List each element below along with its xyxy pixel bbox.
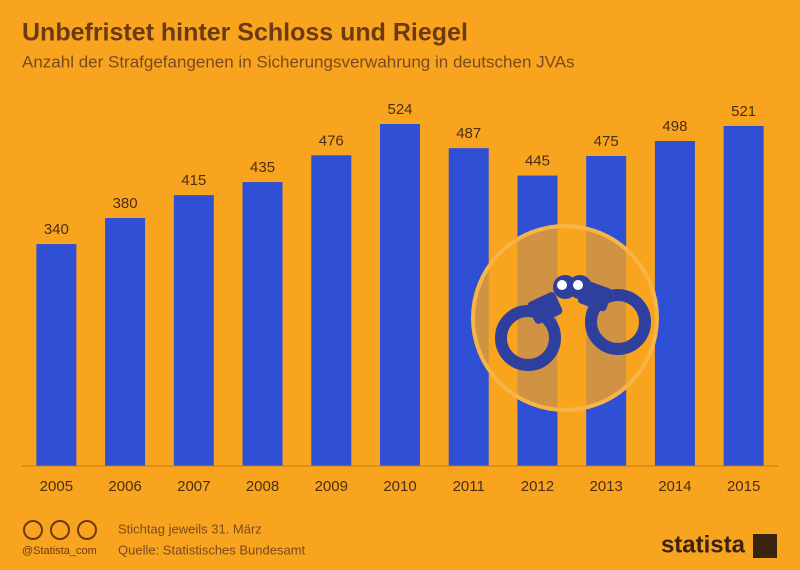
cc-icons bbox=[23, 520, 97, 540]
note: Stichtag jeweils 31. März bbox=[118, 521, 262, 536]
bar bbox=[242, 182, 283, 467]
x-tick-label: 2014 bbox=[658, 478, 691, 495]
value-label: 498 bbox=[662, 118, 687, 135]
bar bbox=[105, 217, 146, 466]
x-tick-label: 2008 bbox=[246, 478, 279, 495]
bar bbox=[654, 140, 695, 466]
handcuff-icon bbox=[471, 224, 659, 412]
x-tick-label: 2013 bbox=[589, 478, 622, 495]
bar bbox=[36, 244, 77, 466]
x-tick-label: 2011 bbox=[453, 478, 485, 495]
brand-mark bbox=[753, 534, 777, 558]
bar bbox=[723, 125, 764, 467]
x-tick-label: 2007 bbox=[177, 478, 210, 495]
chart-subtitle: Anzahl der Strafgefangenen in Sicherungs… bbox=[22, 52, 575, 71]
value-label: 415 bbox=[181, 172, 206, 189]
brand-logo: statista bbox=[661, 531, 746, 558]
x-tick-label: 2012 bbox=[521, 478, 554, 495]
bar bbox=[311, 155, 352, 466]
value-label: 445 bbox=[525, 153, 550, 170]
chart-title: Unbefristet hinter Schloss und Riegel bbox=[22, 19, 468, 47]
x-tick-label: 2005 bbox=[40, 478, 73, 495]
x-tick-label: 2010 bbox=[383, 478, 416, 495]
credit: @Statista_com bbox=[22, 545, 97, 557]
bar bbox=[380, 124, 420, 466]
value-label: 487 bbox=[456, 125, 481, 142]
x-tick-label: 2006 bbox=[108, 478, 141, 495]
value-label: 340 bbox=[44, 221, 69, 238]
x-tick-label: 2015 bbox=[727, 478, 760, 495]
bar bbox=[173, 195, 214, 466]
source: Quelle: Statistisches Bundesamt bbox=[118, 542, 306, 557]
value-label: 524 bbox=[387, 101, 412, 118]
value-label: 476 bbox=[319, 132, 344, 149]
value-label: 380 bbox=[113, 195, 138, 212]
value-label: 435 bbox=[250, 159, 275, 176]
value-label: 521 bbox=[731, 103, 756, 120]
x-tick-label: 2009 bbox=[315, 478, 348, 495]
value-label: 475 bbox=[594, 133, 619, 150]
